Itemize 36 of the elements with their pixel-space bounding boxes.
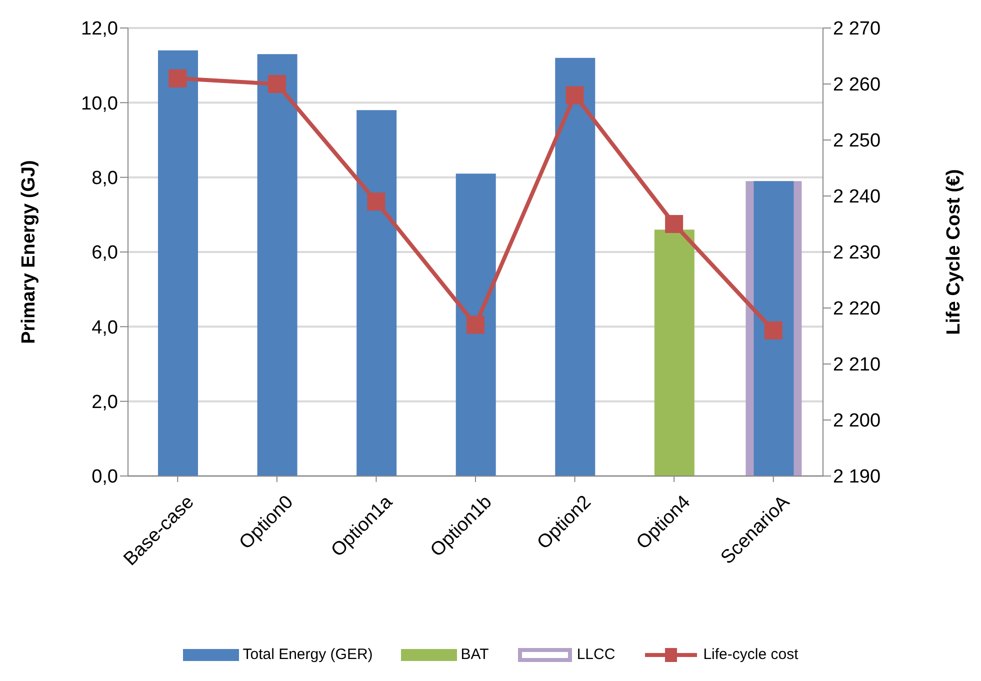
y-tick-label: 6,0 <box>92 242 118 264</box>
point <box>168 69 187 88</box>
y2-tick-label: 2 240 <box>833 186 881 208</box>
y2-tick-label: 2 200 <box>833 410 881 432</box>
point <box>268 75 286 93</box>
y2-tick-label: 2 270 <box>833 18 881 40</box>
legend-label: Total Energy (GER) <box>242 646 373 663</box>
bar <box>754 181 794 476</box>
y2-tick-label: 2 190 <box>833 466 881 488</box>
bar <box>654 230 694 476</box>
bar <box>456 174 496 476</box>
y2-tick-label: 2 220 <box>833 298 881 320</box>
y-tick-label: 2,0 <box>92 392 118 414</box>
bar <box>555 58 596 476</box>
y-tick-label: 10,0 <box>81 93 118 114</box>
y-tick-label: 4,0 <box>92 317 118 338</box>
y2-tick-label: 2 260 <box>833 74 881 96</box>
y2-tick-label: 2 250 <box>833 130 881 152</box>
bar <box>356 110 397 476</box>
point <box>665 215 684 233</box>
y2-tick-label: 2 230 <box>833 242 881 264</box>
y-tick-label: 0,0 <box>92 466 118 488</box>
legend-label: Life-cycle cost <box>703 646 798 663</box>
legend-label: LLCC <box>576 646 616 663</box>
bar <box>158 50 198 476</box>
point <box>566 86 584 104</box>
legend-label: BAT <box>460 646 489 663</box>
y-tick-label: 12,0 <box>81 18 118 40</box>
point <box>367 192 386 211</box>
point <box>764 321 782 340</box>
bar <box>257 54 298 476</box>
y2-axis-title: Life Cycle Cost (€) <box>944 169 965 335</box>
y-tick-label: 8,0 <box>92 168 118 190</box>
y-axis-title: Primary Energy (GJ) <box>18 160 40 344</box>
point <box>466 316 484 334</box>
y2-tick-label: 2 210 <box>833 354 881 376</box>
